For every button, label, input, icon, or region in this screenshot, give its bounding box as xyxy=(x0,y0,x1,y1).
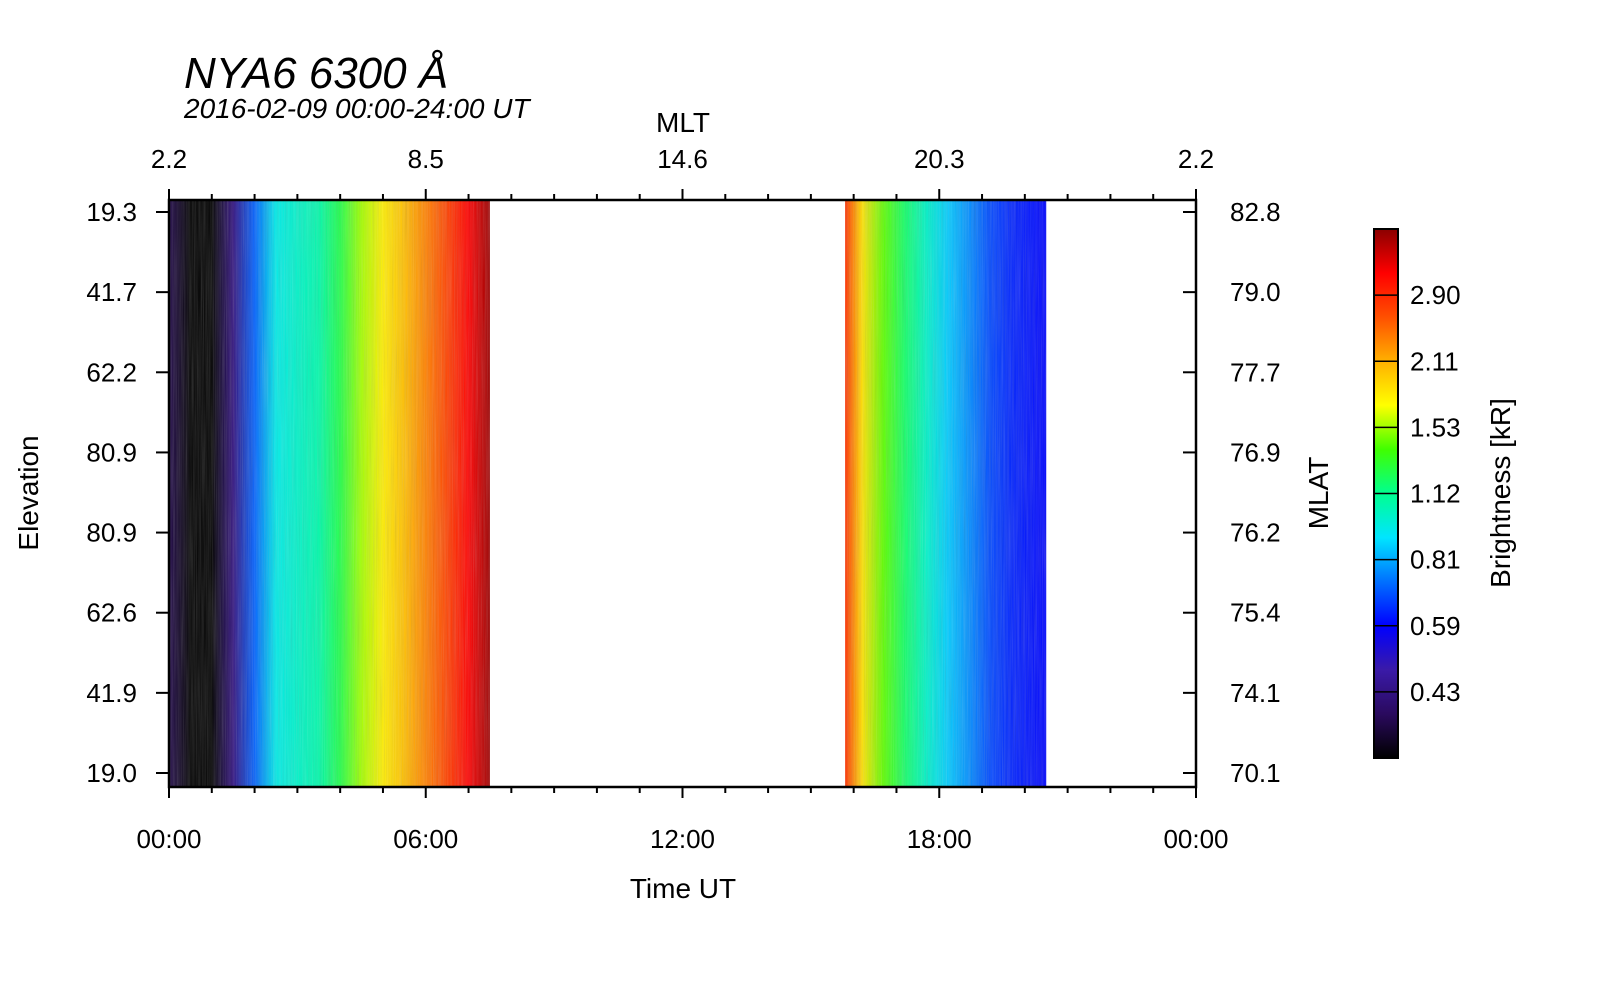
x-tick-label: 12:00 xyxy=(650,824,715,854)
elevation-tick-label: 41.7 xyxy=(86,277,137,307)
chart-title: NYA6 6300 Å xyxy=(184,49,448,98)
right-axis-title: MLAT xyxy=(1303,457,1334,530)
x-tick-label: 18:00 xyxy=(907,824,972,854)
mlat-tick-label: 79.0 xyxy=(1230,277,1281,307)
x-tick-label: 06:00 xyxy=(393,824,458,854)
mlt-tick-label: 2.2 xyxy=(151,144,187,174)
mlt-tick-label: 2.2 xyxy=(1178,144,1214,174)
elevation-tick-label: 62.6 xyxy=(86,598,137,628)
elevation-tick-label: 80.9 xyxy=(86,437,137,467)
mlt-tick-label: 8.5 xyxy=(408,144,444,174)
elevation-tick-label: 80.9 xyxy=(86,518,137,548)
data-band-texture-1 xyxy=(169,200,490,787)
axis-ticks xyxy=(156,189,1197,798)
x-tick-label: 00:00 xyxy=(1163,824,1228,854)
colorbar-tick-label: 0.43 xyxy=(1410,677,1461,707)
elevation-tick-label: 19.0 xyxy=(86,758,137,788)
chart-subtitle: 2016-02-09 00:00-24:00 UT xyxy=(183,93,531,124)
colorbar-tick-label: 2.11 xyxy=(1410,346,1459,376)
axis-tick-labels: 00:00 06:00 12:00 18:00 00:00 2.2 8.5 14.6 20.3 2… xyxy=(86,144,1280,854)
colorbar-title: Brightness [kR] xyxy=(1485,398,1516,588)
mlat-tick-label: 76.2 xyxy=(1230,518,1281,548)
x-axis-title: Time UT xyxy=(630,873,736,904)
elevation-tick-label: 19.3 xyxy=(86,197,137,227)
mlt-axis-title: MLT xyxy=(656,107,710,138)
colorbar-tick-label: 0.59 xyxy=(1410,611,1461,641)
colorbar-tick-label: 2.90 xyxy=(1410,280,1461,310)
mlt-tick-label: 14.6 xyxy=(657,144,708,174)
elevation-tick-label: 62.2 xyxy=(86,357,137,387)
colorbar-tick-label: 0.81 xyxy=(1410,545,1461,575)
mlat-tick-label: 82.8 xyxy=(1230,197,1281,227)
colorbar-ticks: 2.90 2.11 1.53 1.12 0.81 0.59 0.43 xyxy=(1374,280,1461,707)
mlat-tick-label: 77.7 xyxy=(1230,357,1281,387)
brightness-data-bands xyxy=(169,200,1047,787)
mlat-tick-label: 75.4 xyxy=(1230,598,1281,628)
mlat-tick-label: 70.1 xyxy=(1230,758,1281,788)
colorbar-tick-label: 1.53 xyxy=(1410,412,1461,442)
mlt-tick-label: 20.3 xyxy=(914,144,965,174)
y-axis-title: Elevation xyxy=(13,435,44,550)
mlat-tick-label: 74.1 xyxy=(1230,678,1281,708)
elevation-tick-label: 41.9 xyxy=(86,678,137,708)
x-tick-label: 00:00 xyxy=(136,824,201,854)
data-band-texture-2 xyxy=(845,200,1047,787)
colorbar-tick-label: 1.12 xyxy=(1410,479,1461,509)
mlat-tick-label: 76.9 xyxy=(1230,437,1281,467)
